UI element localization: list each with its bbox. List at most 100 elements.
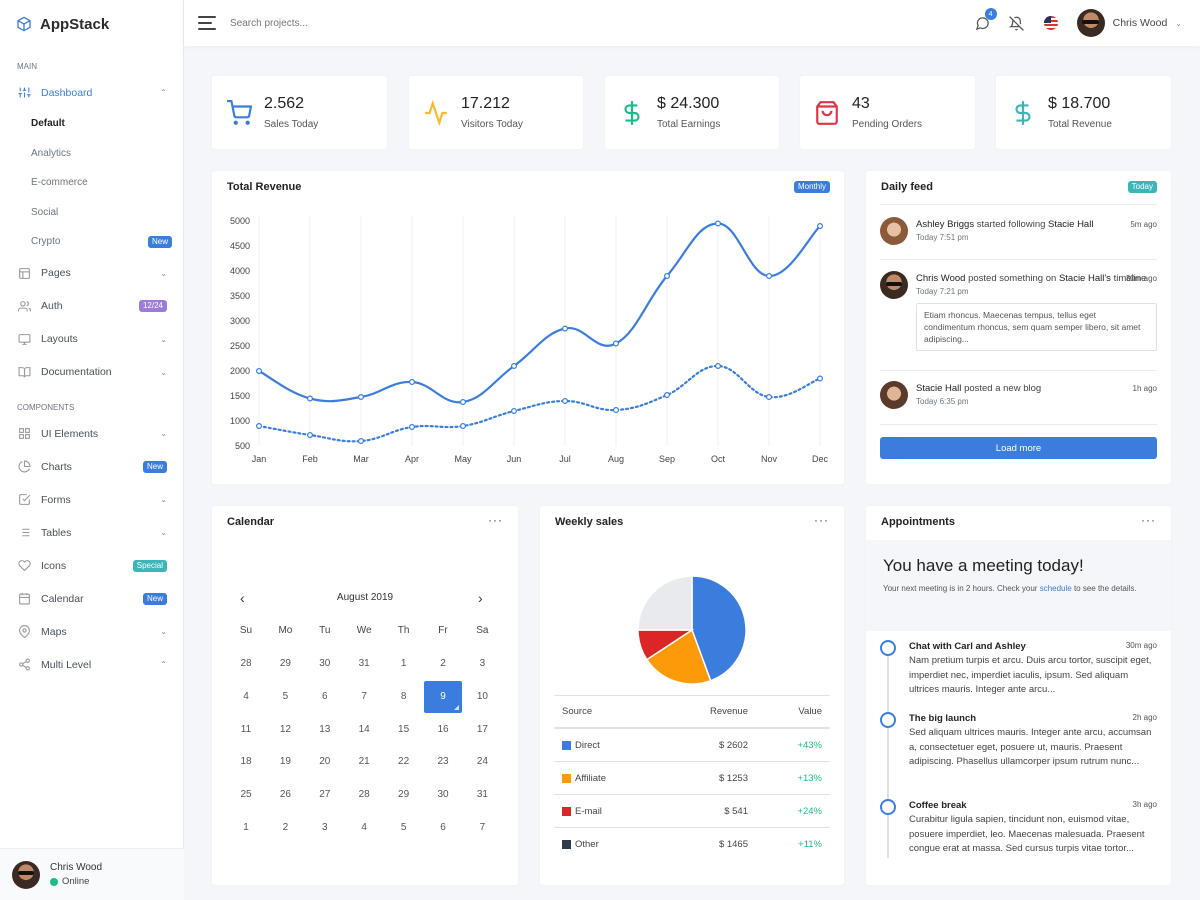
sidebar-subitem-analytics[interactable]: Analytics <box>0 139 184 169</box>
calendar-day[interactable]: 28 <box>358 789 370 801</box>
calendar-day[interactable]: 7 <box>479 822 486 833</box>
calendar-day[interactable]: 13 <box>319 723 331 735</box>
messages-button[interactable]: 4 <box>975 8 997 31</box>
calendar-day[interactable]: 1 <box>400 658 407 669</box>
sidebar-item-forms[interactable]: Forms ⌄ <box>0 483 184 516</box>
calendar-day[interactable]: 1 <box>243 822 249 833</box>
grid-icon <box>17 427 31 441</box>
value-cell: +24% <box>797 805 822 817</box>
calendar-day[interactable]: 2 <box>440 658 446 669</box>
sidebar-item-icons[interactable]: Icons Special <box>0 549 184 582</box>
more-options-icon[interactable]: ··· <box>488 513 503 527</box>
calendar-day[interactable]: 31 <box>476 789 488 801</box>
calendar-day[interactable]: 15 <box>398 723 410 735</box>
notifications-button[interactable] <box>1009 15 1025 31</box>
calendar-day[interactable]: 5 <box>400 822 407 833</box>
sidebar-item-pages[interactable]: Pages ⌄ <box>0 257 184 290</box>
calendar-day[interactable]: 16 <box>437 723 449 735</box>
calendar-day[interactable]: 21 <box>358 756 370 768</box>
chevron-up-icon: ⌃ <box>160 88 167 97</box>
calendar-day[interactable]: 30 <box>319 658 331 669</box>
calendar-day[interactable]: 4 <box>243 690 249 702</box>
prev-month-button[interactable]: ‹ <box>240 590 245 606</box>
feed-actor[interactable]: Stacie Hall <box>916 383 962 394</box>
calendar-day[interactable]: 3 <box>479 658 486 669</box>
sidebar-item-tables[interactable]: Tables ⌄ <box>0 516 184 549</box>
table-row: E-mail $ 541 +24% <box>554 794 830 827</box>
hamburger-menu-icon[interactable] <box>198 16 216 30</box>
calendar-day[interactable]: 29 <box>398 789 410 801</box>
sidebar-subitem-crypto[interactable]: Crypto New <box>0 227 184 257</box>
data-point <box>358 394 365 401</box>
search-input[interactable] <box>230 17 430 29</box>
calendar-day[interactable]: 6 <box>440 822 446 833</box>
calendar-day[interactable]: 27 <box>319 789 331 801</box>
calendar-day[interactable]: 18 <box>240 756 252 768</box>
calendar-day[interactable]: 19 <box>279 756 291 768</box>
calendar-day[interactable]: 25 <box>240 789 252 801</box>
calendar-day[interactable]: 11 <box>240 723 252 735</box>
calendar-day[interactable]: 12 <box>279 723 291 735</box>
language-button[interactable] <box>1043 15 1059 31</box>
sidebar-user[interactable]: Chris Wood Online <box>0 848 184 900</box>
timeline-title: Coffee break <box>909 800 967 811</box>
sidebar-subitem-ecommerce[interactable]: E-commerce <box>0 168 184 198</box>
calendar-day[interactable]: 28 <box>240 658 252 669</box>
feed-actor[interactable]: Ashley Briggs <box>916 219 975 230</box>
calendar-day[interactable]: 30 <box>437 789 449 801</box>
y-tick-label: 3000 <box>230 316 250 326</box>
x-tick-label: Jan <box>252 454 267 464</box>
sidebar-item-layouts[interactable]: Layouts ⌄ <box>0 323 184 356</box>
calendar-day-selected[interactable]: 9 <box>424 680 462 713</box>
table-row: Other $ 1465 +11% <box>554 827 830 860</box>
user-menu[interactable]: Chris Wood ⌄ <box>1076 9 1182 37</box>
calendar-day[interactable]: 29 <box>279 658 291 669</box>
sidebar-item-multi-level[interactable]: Multi Level ⌃ <box>0 648 184 681</box>
calendar-day[interactable]: 26 <box>279 789 291 801</box>
sidebar-item-calendar[interactable]: Calendar New <box>0 582 184 615</box>
sidebar-item-ui-elements[interactable]: UI Elements ⌄ <box>0 417 184 450</box>
calendar-day[interactable]: 6 <box>322 690 328 702</box>
more-options-icon[interactable]: ··· <box>1141 513 1156 527</box>
timeline-ago: 2h ago <box>1132 713 1157 722</box>
calendar-day[interactable]: 20 <box>319 756 331 768</box>
sidebar-item-maps[interactable]: Maps ⌄ <box>0 615 184 648</box>
feed-actor[interactable]: Chris Wood <box>916 273 966 284</box>
sidebar-item-documentation[interactable]: Documentation ⌄ <box>0 356 184 389</box>
monthly-badge[interactable]: Monthly <box>793 181 830 193</box>
calendar-day[interactable]: 2 <box>282 822 289 833</box>
stat-value: 17.212 <box>461 95 510 112</box>
chevron-down-icon: ⌄ <box>160 367 167 377</box>
sidebar-item-dashboard[interactable]: Dashboard ⌃ <box>0 76 184 109</box>
calendar-day[interactable]: 22 <box>398 756 410 768</box>
calendar-card: Calendar ··· ‹ August 2019 › Su Mo Tu We Th F… <box>212 506 518 885</box>
brand[interactable]: AppStack <box>0 0 183 48</box>
more-options-icon[interactable]: ··· <box>814 513 829 527</box>
sidebar-item-charts[interactable]: Charts New <box>0 450 184 483</box>
chevron-down-icon: ⌄ <box>160 528 167 537</box>
nav-header-components: Components <box>17 403 75 412</box>
calendar-day[interactable]: 17 <box>476 723 488 735</box>
calendar-day[interactable]: 23 <box>437 756 449 768</box>
chevron-down-icon: ⌄ <box>160 334 167 344</box>
calendar-day[interactable]: 8 <box>400 690 407 702</box>
calendar-day[interactable]: 7 <box>361 690 367 702</box>
feed-target[interactable]: Stacie Hall <box>1048 219 1094 230</box>
header-revenue: Revenue <box>709 706 748 717</box>
load-more-button[interactable]: Load more <box>880 437 1157 459</box>
calendar-day[interactable]: 3 <box>322 822 328 833</box>
sidebar-item-label: Auth <box>41 300 63 312</box>
next-month-button[interactable]: › <box>478 590 483 606</box>
calendar-day[interactable]: 4 <box>361 822 367 833</box>
sidebar-subitem-social[interactable]: Social <box>0 198 184 228</box>
x-tick-label: Feb <box>302 454 318 464</box>
calendar-day[interactable]: 14 <box>358 723 370 735</box>
sidebar-subitem-default[interactable]: Default <box>0 109 184 139</box>
calendar-day[interactable]: 24 <box>476 756 488 768</box>
calendar-day[interactable]: 10 <box>476 690 488 702</box>
feed-target[interactable]: Stacie Hall's <box>1058 273 1111 284</box>
calendar-day[interactable]: 5 <box>282 690 289 702</box>
sidebar-item-auth[interactable]: Auth 12/24 <box>0 290 184 323</box>
calendar-day[interactable]: 31 <box>358 658 370 669</box>
schedule-link[interactable]: schedule <box>1039 584 1072 593</box>
